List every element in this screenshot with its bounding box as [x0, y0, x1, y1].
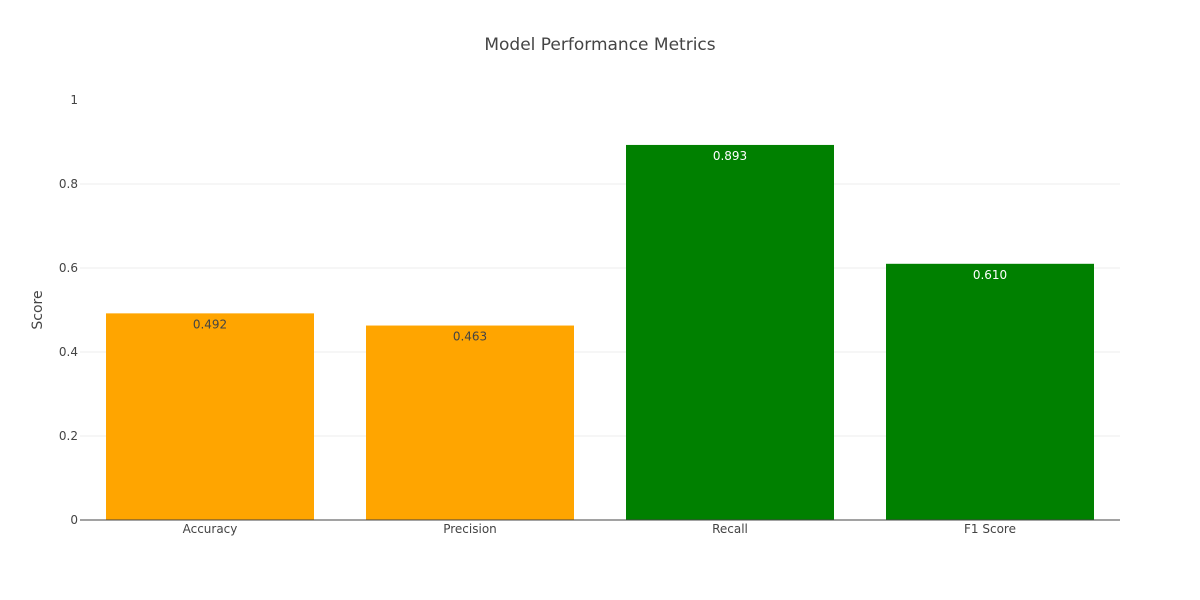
chart-title: Model Performance Metrics: [484, 35, 715, 55]
y-tick-label: 0.6: [59, 261, 78, 275]
data-label: 0.610: [973, 268, 1007, 282]
y-tick-label: 0.8: [59, 177, 78, 191]
data-label: 0.463: [453, 330, 487, 344]
x-tick-label: Recall: [712, 522, 748, 536]
y-tick-label: 0: [70, 513, 78, 527]
x-tick-label: Accuracy: [183, 522, 238, 536]
y-axis-title: Score: [30, 290, 46, 329]
bar-accuracy: [106, 313, 314, 520]
x-tick-label: F1 Score: [964, 522, 1016, 536]
bars: [106, 144, 1094, 520]
data-label: 0.492: [193, 317, 227, 331]
x-tick-label: Precision: [443, 522, 497, 536]
bar-recall: [626, 144, 834, 520]
data-label: 0.893: [713, 149, 747, 163]
y-tick-label: 1: [70, 93, 78, 107]
y-tick-labels: 0 0.2 0.4 0.6 0.8 1: [59, 93, 78, 527]
y-tick-label: 0.2: [59, 429, 78, 443]
y-tick-label: 0.4: [59, 345, 78, 359]
data-labels: 0.492 0.463 0.893 0.610: [193, 149, 1007, 344]
x-tick-labels: Accuracy Precision Recall F1 Score: [183, 522, 1016, 536]
bar-precision: [366, 325, 574, 520]
bar-f1-score: [886, 263, 1094, 520]
